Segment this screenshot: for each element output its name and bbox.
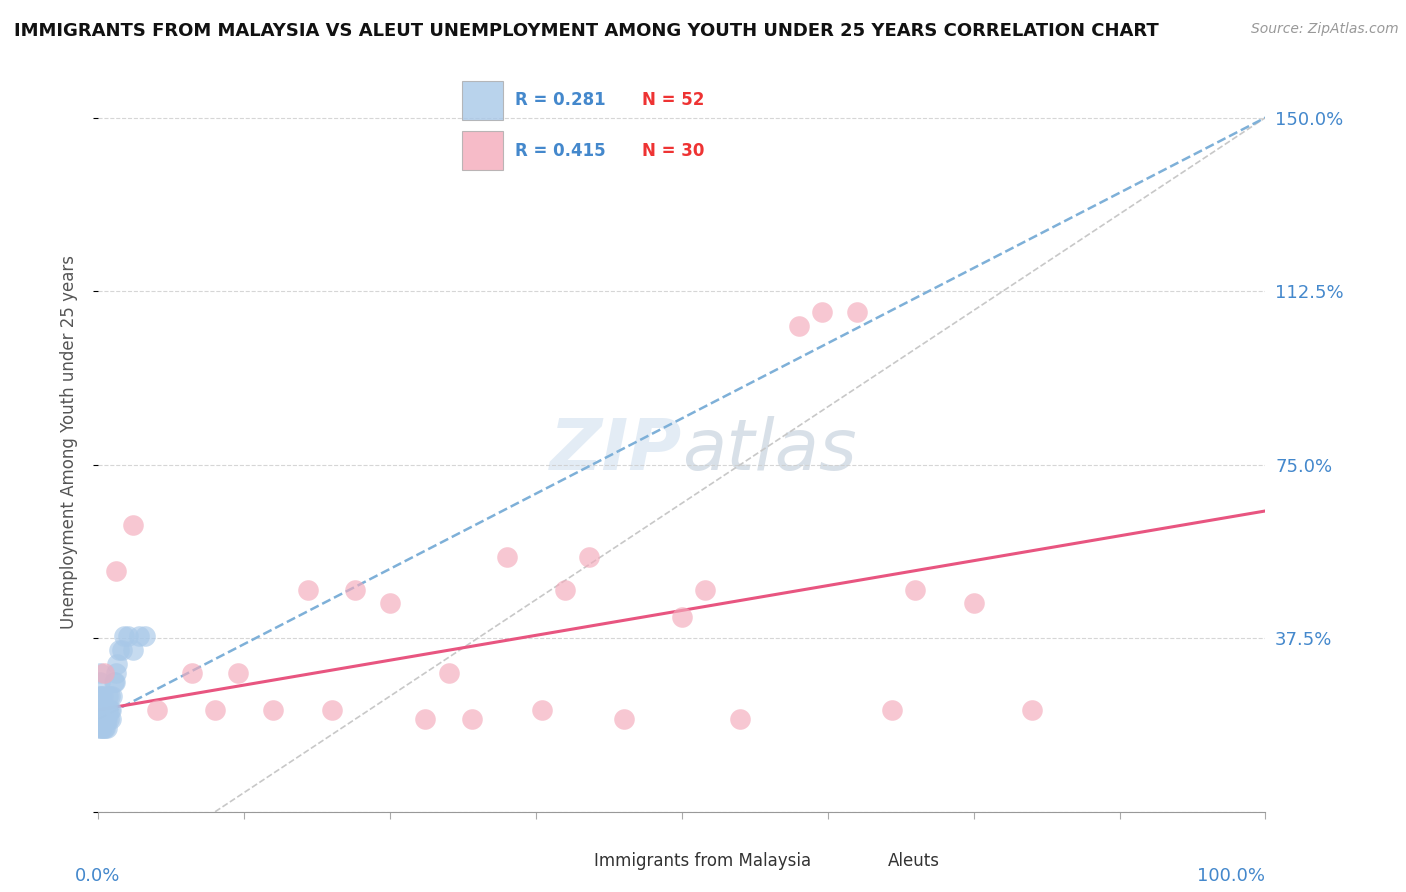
Point [105,657,128,671]
Point [91,712,114,726]
Point [89,689,111,703]
Text: R = 0.415: R = 0.415 [515,142,606,160]
FancyBboxPatch shape [463,131,502,169]
Point [94,722,117,736]
Text: atlas: atlas [682,417,856,485]
Point [91,712,114,726]
Text: Immigrants from Malaysia: Immigrants from Malaysia [595,852,811,870]
Point [96,712,118,726]
Point [695,582,717,597]
Point [89,703,111,717]
Point [530,703,553,717]
Point [730,712,752,726]
Point [100,712,122,726]
Point [112,629,135,643]
Point [612,712,634,726]
Y-axis label: Unemployment Among Youth under 25 years: Unemployment Among Youth under 25 years [59,254,77,629]
Point [90,689,112,703]
Point [94,703,117,717]
Point [204,703,226,717]
Text: N = 30: N = 30 [641,142,704,160]
Point [104,665,127,680]
Point [134,629,156,643]
Point [93,703,115,717]
Point [846,305,869,319]
Point [97,703,120,717]
Point [122,642,145,657]
Point [380,597,402,611]
Point [89,703,111,717]
Text: 100.0%: 100.0% [1198,867,1265,885]
Point [671,610,693,624]
Point [90,722,112,736]
Point [344,582,367,597]
Point [93,712,115,726]
FancyBboxPatch shape [463,81,502,120]
Point [96,722,118,736]
Point [904,582,927,597]
Point [262,703,284,717]
Point [91,703,114,717]
Point [787,318,810,333]
Point [94,712,117,726]
Point [94,712,117,726]
Point [94,703,117,717]
Text: ZIP: ZIP [550,417,682,485]
Point [93,665,115,680]
Point [103,675,125,690]
Point [89,675,111,690]
Point [90,712,112,726]
Point [97,689,120,703]
Point [554,582,576,597]
Point [108,642,131,657]
Point [128,629,150,643]
Point [811,305,834,319]
Point [321,703,343,717]
Point [578,550,600,565]
Point [89,703,111,717]
Point [96,712,118,726]
Point [111,642,134,657]
Point [93,712,115,726]
Point [180,665,202,680]
Point [90,712,112,726]
Point [101,689,124,703]
Point [962,597,984,611]
Point [496,550,519,565]
Point [104,564,127,578]
Point [90,703,112,717]
Point [461,712,484,726]
Point [89,712,111,726]
Text: Aleuts: Aleuts [889,852,939,870]
Point [1021,703,1043,717]
Point [104,675,127,690]
Point [90,722,112,736]
Point [87,722,110,736]
Point [146,703,169,717]
Point [117,629,139,643]
Point [880,703,903,717]
Text: N = 52: N = 52 [641,91,704,109]
Text: 0.0%: 0.0% [75,867,121,885]
Point [91,689,114,703]
Point [98,703,121,717]
Point [122,517,145,532]
Text: R = 0.281: R = 0.281 [515,91,606,109]
Point [89,665,111,680]
Point [90,703,112,717]
Point [91,703,114,717]
Text: IMMIGRANTS FROM MALAYSIA VS ALEUT UNEMPLOYMENT AMONG YOUTH UNDER 25 YEARS CORREL: IMMIGRANTS FROM MALAYSIA VS ALEUT UNEMPL… [14,22,1159,40]
Point [228,665,250,680]
Point [96,703,118,717]
Text: Source: ZipAtlas.com: Source: ZipAtlas.com [1251,22,1399,37]
Point [97,712,120,726]
Point [413,712,436,726]
Point [437,665,460,680]
Point [98,689,121,703]
Point [93,722,115,736]
Point [100,703,122,717]
Point [297,582,319,597]
